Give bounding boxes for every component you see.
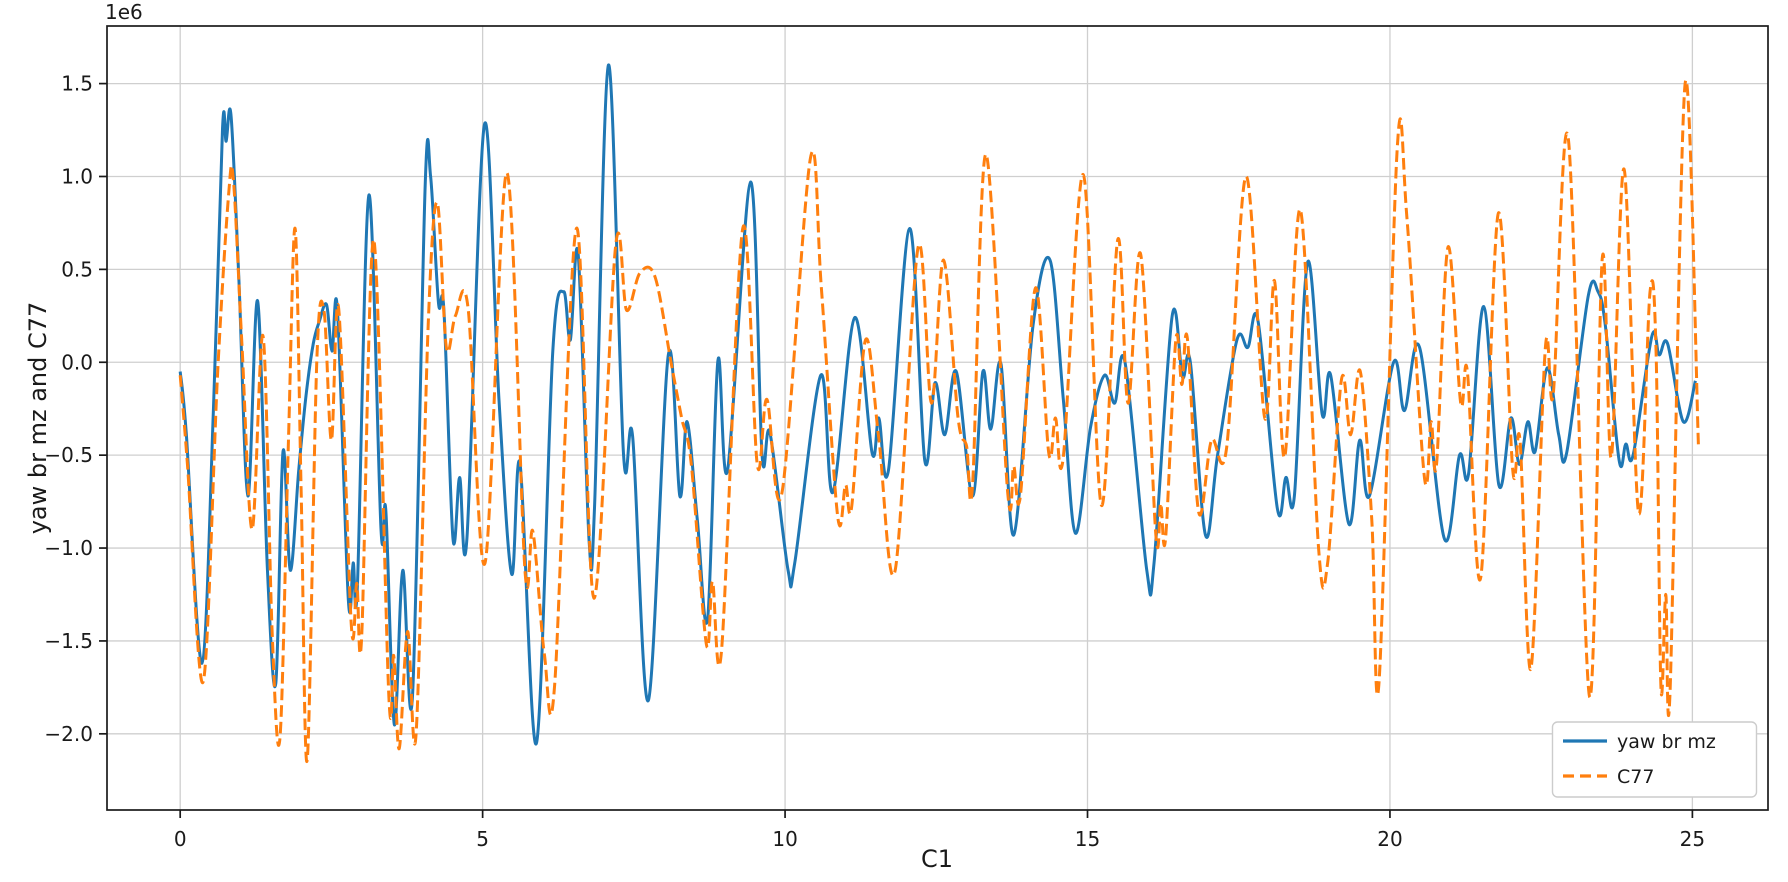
x-tick-label: 5 [476, 827, 489, 851]
x-axis-label: C1 [921, 845, 953, 873]
y-tick-label: −0.5 [44, 443, 93, 467]
axis-tick-labels: 0 5 10 15 20 25 1.5 1.0 0.5 0.0 −0.5 −1.0 −1.5 −2.0 [44, 72, 1705, 851]
y-tick-label: 0.5 [61, 257, 93, 281]
data-series-layer [178, 63, 1700, 764]
y-tick-label: 1.5 [61, 72, 93, 96]
series-yaw-br-mz-line [178, 63, 1697, 746]
legend: yaw br mz C77 [1551, 721, 1758, 798]
x-tick-label: 20 [1377, 827, 1402, 851]
x-tick-label: 10 [772, 827, 797, 851]
y-tick-label: −1.0 [44, 536, 93, 560]
x-tick-label: 25 [1680, 827, 1705, 851]
y-tick-label: −2.0 [44, 722, 93, 746]
x-tick-label: 15 [1075, 827, 1100, 851]
axis-ticks [99, 82, 1694, 818]
series-c77-line [178, 78, 1700, 764]
y-axis-offset-label: 1e6 [105, 0, 143, 24]
legend-entry-c77: C77 [1617, 766, 1654, 788]
gridlines [107, 26, 1768, 810]
y-tick-label: −1.5 [44, 629, 93, 653]
legend-entry-yaw-br-mz: yaw br mz [1617, 731, 1716, 753]
y-tick-label: 0.0 [61, 350, 93, 374]
x-tick-label: 0 [174, 827, 187, 851]
axes-spines [106, 25, 1769, 811]
y-tick-label: 1.0 [61, 164, 93, 188]
y-axis-label: yaw br mz and C77 [24, 302, 52, 535]
